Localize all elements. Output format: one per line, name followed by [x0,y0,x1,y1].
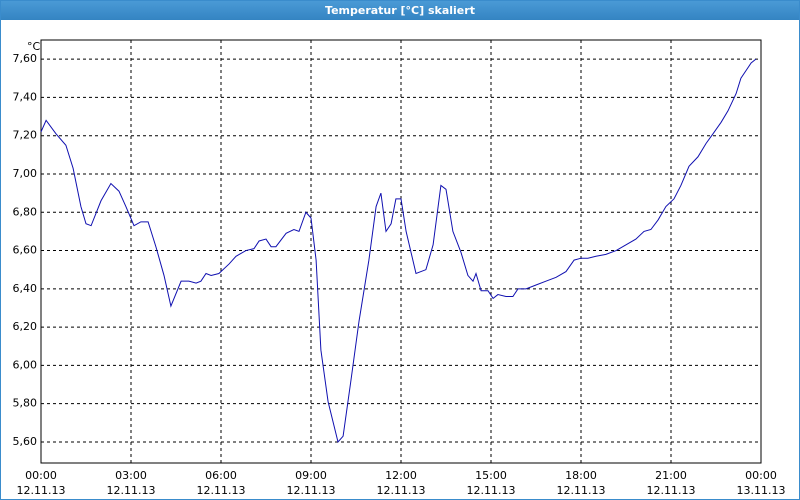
x-tick-date: 12.11.13 [197,484,246,497]
x-tick-date: 12.11.13 [557,484,606,497]
y-tick-label: 6,60 [13,244,38,257]
y-tick-label: 7,20 [13,129,38,142]
x-tick-date: 13.11.13 [737,484,786,497]
x-tick-label: 21:00 [655,469,687,482]
x-tick-date: 12.11.13 [107,484,156,497]
x-tick-label: 09:00 [295,469,327,482]
x-tick-label: 12:00 [385,469,417,482]
window-title: Temperatur [°C] skaliert [1,1,799,20]
x-tick-label: 18:00 [565,469,597,482]
y-tick-label: 6,20 [13,320,38,333]
y-axis-label: °C [27,40,41,53]
x-tick-date: 12.11.13 [647,484,696,497]
y-tick-label: 7,40 [13,90,38,103]
temperature-line [40,58,757,443]
x-tick-date: 12.11.13 [17,484,66,497]
x-tick-date: 12.11.13 [287,484,336,497]
x-tick-label: 00:00 [25,469,57,482]
x-tick-label: 03:00 [115,469,147,482]
y-tick-label: 6,00 [13,358,38,371]
y-tick-label: 7,00 [13,167,38,180]
x-tick-label: 00:00 [745,469,777,482]
x-tick-date: 12.11.13 [377,484,426,497]
y-tick-label: 5,60 [13,435,38,448]
y-tick-label: 6,40 [13,282,38,295]
x-tick-label: 15:00 [475,469,507,482]
y-tick-label: 6,80 [13,205,38,218]
x-tick-date: 12.11.13 [467,484,516,497]
y-tick-label: 7,60 [13,52,38,65]
y-tick-label: 5,80 [13,397,38,410]
x-tick-label: 06:00 [205,469,237,482]
